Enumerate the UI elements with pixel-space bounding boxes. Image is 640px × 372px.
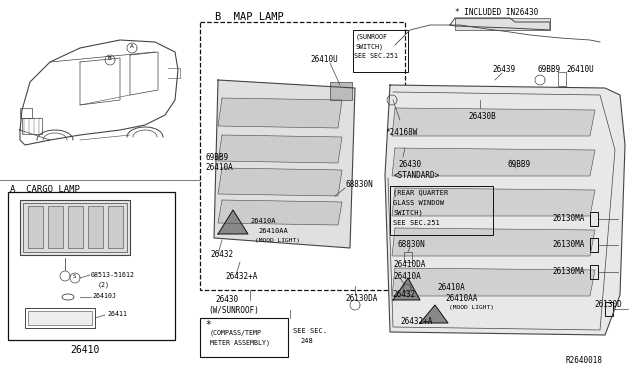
Bar: [28, 311, 92, 325]
Text: 26130DA: 26130DA: [345, 294, 378, 303]
Text: B  MAP LAMP: B MAP LAMP: [215, 12, 284, 22]
Text: 26410A: 26410A: [393, 272, 420, 281]
Polygon shape: [218, 98, 342, 128]
Text: (REAR QUARTER: (REAR QUARTER: [393, 190, 448, 196]
Text: *: *: [205, 320, 211, 330]
Text: <STANDARD>: <STANDARD>: [394, 171, 440, 180]
Text: (MOOD LIGHT): (MOOD LIGHT): [255, 238, 300, 243]
Text: 26432: 26432: [210, 250, 233, 259]
Bar: [88, 206, 103, 248]
Bar: [404, 252, 412, 262]
Text: * INCLUDED IN26430: * INCLUDED IN26430: [455, 8, 538, 17]
Text: 26130MA: 26130MA: [552, 267, 584, 276]
Text: B: B: [108, 56, 112, 61]
Bar: [390, 186, 493, 235]
Text: (MOOD LIGHT): (MOOD LIGHT): [449, 305, 494, 310]
Text: SEE SEC.: SEE SEC.: [293, 328, 327, 334]
Text: 26410AA: 26410AA: [445, 294, 477, 303]
Text: SWITCH): SWITCH): [393, 210, 423, 217]
Polygon shape: [393, 278, 420, 300]
Text: (COMPASS/TEMP: (COMPASS/TEMP: [210, 330, 262, 337]
Text: 26410J: 26410J: [92, 293, 116, 299]
Text: 248: 248: [300, 338, 313, 344]
Text: 26410A: 26410A: [250, 218, 275, 224]
Text: 69BB9: 69BB9: [205, 153, 228, 162]
Text: 26432+A: 26432+A: [400, 317, 433, 326]
Text: SEE SEC.251: SEE SEC.251: [354, 53, 398, 59]
Text: 68830N: 68830N: [345, 180, 372, 189]
Bar: [590, 265, 598, 279]
Text: 26411: 26411: [107, 311, 127, 317]
Text: 08513-51612: 08513-51612: [91, 272, 135, 278]
Text: 26430B: 26430B: [468, 112, 496, 121]
Bar: [8, 192, 175, 340]
Text: 26410U: 26410U: [310, 55, 338, 64]
Text: 68830N: 68830N: [398, 240, 426, 249]
Text: 26130MA: 26130MA: [552, 240, 584, 249]
Bar: [25, 308, 95, 328]
Bar: [200, 318, 288, 357]
Text: (W/SUNROOF): (W/SUNROOF): [208, 306, 259, 315]
Polygon shape: [218, 200, 342, 225]
Bar: [20, 108, 32, 118]
Text: (2): (2): [98, 281, 110, 288]
Text: S: S: [73, 274, 76, 279]
Polygon shape: [218, 135, 342, 163]
Polygon shape: [392, 228, 595, 256]
Polygon shape: [392, 268, 595, 296]
Text: A: A: [130, 44, 134, 49]
Text: (SUNROOF: (SUNROOF: [356, 33, 388, 39]
Text: R2640018: R2640018: [565, 356, 602, 365]
Polygon shape: [392, 148, 595, 176]
Polygon shape: [218, 168, 342, 196]
Text: 26410A: 26410A: [437, 283, 465, 292]
Text: 26432+A: 26432+A: [225, 272, 257, 281]
Bar: [353, 30, 408, 72]
Bar: [23, 203, 127, 252]
Bar: [28, 206, 43, 248]
Bar: [68, 206, 83, 248]
Bar: [22, 118, 42, 134]
Text: SEE SEC.251: SEE SEC.251: [393, 220, 440, 226]
Polygon shape: [420, 305, 448, 323]
Text: 69BB9: 69BB9: [508, 160, 531, 169]
Text: 26410DA: 26410DA: [393, 260, 426, 269]
Text: GLASS WINDOW: GLASS WINDOW: [393, 200, 444, 206]
Text: A  CARGO LAMP: A CARGO LAMP: [10, 185, 80, 194]
Bar: [590, 212, 598, 226]
Polygon shape: [392, 188, 595, 216]
Text: 26130MA: 26130MA: [552, 214, 584, 223]
Polygon shape: [218, 210, 248, 234]
Text: 26430: 26430: [398, 160, 421, 169]
Polygon shape: [385, 85, 625, 335]
Bar: [48, 206, 63, 248]
Text: METER ASSEMBLY): METER ASSEMBLY): [210, 340, 270, 346]
Bar: [558, 72, 566, 86]
Text: 26432: 26432: [392, 290, 415, 299]
Text: 26410A: 26410A: [205, 163, 233, 172]
Text: 26410AA: 26410AA: [258, 228, 288, 234]
Polygon shape: [214, 80, 355, 248]
Text: 26410U: 26410U: [566, 65, 594, 74]
Polygon shape: [392, 108, 595, 136]
Bar: [455, 18, 550, 30]
Bar: [20, 200, 130, 255]
Text: *24168W: *24168W: [385, 128, 417, 137]
Bar: [108, 206, 123, 248]
Bar: [605, 302, 613, 316]
Text: 26410: 26410: [70, 345, 99, 355]
Text: SWITCH): SWITCH): [356, 43, 384, 49]
Bar: [200, 22, 405, 290]
Text: 26130D: 26130D: [594, 300, 621, 309]
Bar: [330, 82, 352, 100]
Bar: [590, 238, 598, 252]
Text: 26430: 26430: [215, 295, 238, 304]
Text: 69BB9: 69BB9: [537, 65, 560, 74]
Text: 26439: 26439: [492, 65, 515, 74]
